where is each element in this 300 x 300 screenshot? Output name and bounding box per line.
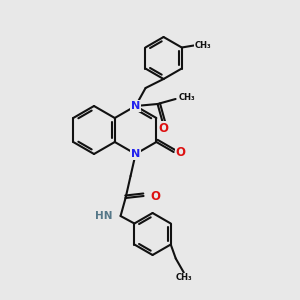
Text: O: O — [151, 190, 160, 202]
Text: CH₃: CH₃ — [176, 273, 192, 282]
Text: HN: HN — [95, 211, 112, 221]
Text: O: O — [176, 146, 186, 158]
Text: O: O — [159, 122, 169, 134]
Text: CH₃: CH₃ — [178, 94, 195, 103]
Text: N: N — [131, 101, 140, 111]
Text: N: N — [131, 149, 140, 159]
Text: CH₃: CH₃ — [195, 41, 212, 50]
